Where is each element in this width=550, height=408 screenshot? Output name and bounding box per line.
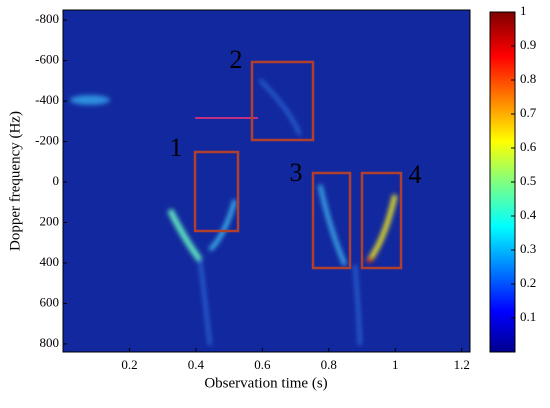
y-tick-label: -400	[35, 92, 59, 107]
echo	[353, 264, 362, 346]
colorbar-tick-label: 0.8	[520, 71, 536, 86]
echo	[198, 259, 212, 346]
x-tick-label: 1.2	[454, 357, 470, 372]
y-tick-label: 0	[53, 173, 60, 188]
x-tick-label: 1	[392, 357, 399, 372]
colorbar-tick-label: 0.6	[520, 139, 537, 154]
boxes	[193, 60, 403, 270]
echo	[318, 184, 347, 266]
annotation: 2	[230, 45, 243, 74]
plot-frame	[62, 9, 471, 353]
colorbar-tick-label: 1	[520, 3, 527, 18]
colorbar-tick-label: 0.3	[520, 241, 536, 256]
x-tick-label: 0.2	[121, 357, 137, 372]
y-tick-label: 200	[40, 213, 60, 228]
y-tick-label: -600	[35, 52, 59, 67]
annotation: 3	[290, 158, 303, 187]
colorbar	[489, 11, 516, 353]
echo	[258, 78, 302, 136]
x-tick-label: 0.8	[321, 357, 337, 372]
y-tick-label: -800	[35, 11, 59, 26]
colorbar-tick-label: 0.2	[520, 275, 536, 290]
box-4	[360, 171, 403, 270]
y-axis-label: Dopper frequency (Hz)	[7, 111, 23, 251]
echo	[366, 256, 374, 264]
x-tick-label: 0.6	[254, 357, 271, 372]
y-tick-label: 800	[40, 335, 60, 350]
annotation: 4	[409, 160, 422, 189]
x-tick-label: 0.4	[188, 357, 205, 372]
annotation: 1	[170, 133, 183, 162]
colorbar-tick-label: 0.4	[520, 207, 537, 222]
box-1	[193, 150, 240, 233]
box-2	[250, 60, 315, 142]
y-tick-label: 600	[40, 294, 60, 309]
echo	[167, 208, 203, 262]
colorbar-tick-label: 0.9	[520, 37, 536, 52]
echo	[70, 95, 110, 105]
colorbar-tick-label: 0.5	[520, 173, 536, 188]
y-tick-label: 400	[40, 254, 60, 269]
y-tick-label: -200	[35, 133, 59, 148]
x-axis-label: Observation time (s)	[204, 375, 327, 391]
colorbar-tick-label: 0.1	[520, 309, 536, 324]
colorbar-tick-label: 0.7	[520, 105, 537, 120]
box-3	[311, 171, 352, 270]
